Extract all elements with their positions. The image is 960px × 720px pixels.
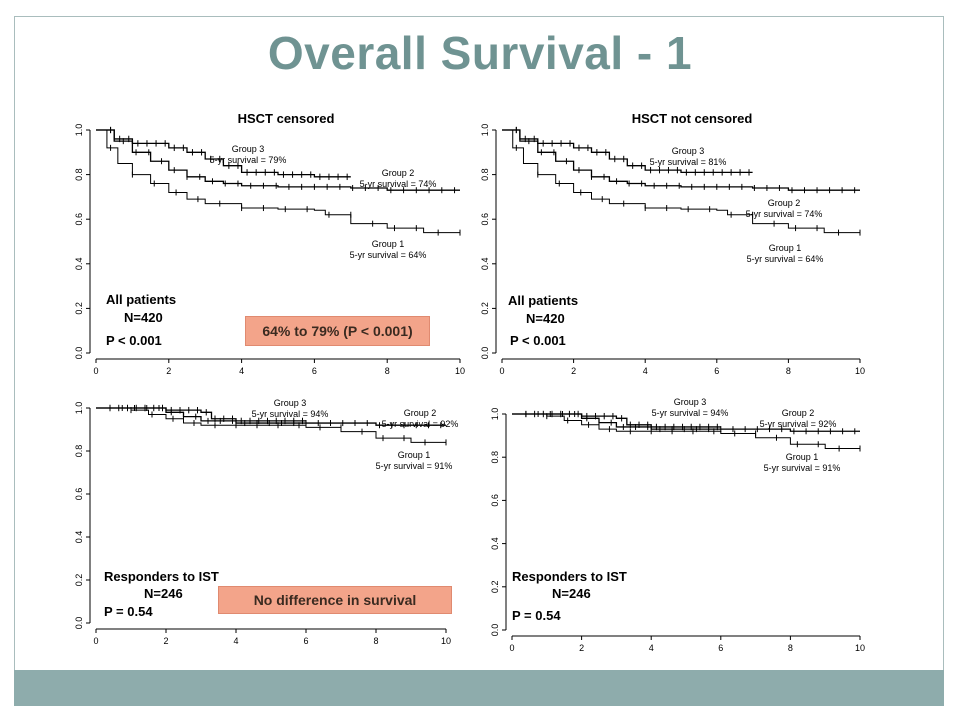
cohort-n-label: N=420 (526, 311, 565, 326)
x-tick-label: 2 (166, 366, 171, 376)
group-name-label: Group 2 (768, 198, 801, 208)
cohort-label: All patients (106, 292, 176, 307)
y-tick-label: 0.4 (74, 531, 84, 544)
x-tick-label: 6 (312, 366, 317, 376)
group-name-label: Group 3 (232, 144, 265, 154)
group-name-label: Group 3 (674, 397, 707, 407)
x-tick-label: 4 (649, 643, 654, 653)
y-tick-label: 0.8 (480, 168, 490, 181)
group-name-label: Group 1 (372, 239, 405, 249)
cohort-label: Responders to IST (104, 569, 219, 584)
slide-title: Overall Survival - 1 (267, 27, 693, 79)
x-tick-label: 0 (509, 643, 514, 653)
y-tick-label: 0.4 (480, 258, 490, 271)
group-name-label: Group 2 (782, 408, 815, 418)
x-tick-label: 2 (163, 636, 168, 646)
x-tick-label: 8 (373, 636, 378, 646)
y-tick-label: 0.2 (480, 302, 490, 315)
y-tick-label: 1.0 (74, 402, 84, 415)
x-tick-label: 6 (714, 366, 719, 376)
group-survival-label: 5-yr survival = 81% (650, 157, 727, 167)
x-tick-label: 0 (93, 636, 98, 646)
cohort-label: Responders to IST (512, 569, 627, 584)
group-survival-label: 5-yr survival = 91% (764, 463, 841, 473)
group-survival-label: 5-yr survival = 64% (350, 250, 427, 260)
callout-bottom: No difference in survival (218, 586, 452, 614)
cohort-n-label: N=246 (552, 586, 591, 601)
x-tick-label: 10 (855, 643, 865, 653)
y-tick-label: 0.8 (74, 168, 84, 181)
x-tick-label: 10 (441, 636, 451, 646)
group-name-label: Group 2 (382, 168, 415, 178)
y-tick-label: 0.0 (74, 617, 84, 630)
survival-curve-group-3 (96, 129, 351, 178)
survival-curve-group-1 (502, 129, 861, 235)
group-survival-label: 5-yr survival = 92% (760, 419, 837, 429)
x-tick-label: 8 (385, 366, 390, 376)
y-tick-label: 1.0 (490, 408, 500, 421)
survival-curve-group-1 (512, 413, 860, 450)
x-tick-label: 2 (571, 366, 576, 376)
x-tick-label: 6 (303, 636, 308, 646)
group-survival-label: 5-yr survival = 94% (652, 408, 729, 418)
group-name-label: Group 3 (274, 398, 307, 408)
group-survival-label: 5-yr survival = 64% (747, 254, 824, 264)
y-tick-label: 0.4 (490, 537, 500, 550)
group-survival-label: 5-yr survival = 94% (252, 409, 329, 419)
group-name-label: Group 1 (786, 452, 819, 462)
x-tick-label: 2 (579, 643, 584, 653)
survival-curve-group-1 (96, 129, 461, 235)
y-tick-label: 0.6 (74, 488, 84, 501)
survival-curve-group-2 (502, 129, 860, 191)
x-tick-label: 10 (455, 366, 465, 376)
x-tick-label: 6 (718, 643, 723, 653)
survival-curve-group-3 (502, 129, 753, 174)
p-value-label: P < 0.001 (106, 333, 162, 348)
group-survival-label: 5-yr survival = 92% (382, 419, 459, 429)
x-tick-label: 8 (788, 643, 793, 653)
survival-curve-group-2 (96, 129, 460, 191)
x-tick-label: 0 (93, 366, 98, 376)
group-survival-label: 5-yr survival = 91% (376, 461, 453, 471)
y-tick-label: 0.6 (74, 213, 84, 226)
survival-curve-group-1 (96, 407, 446, 443)
p-value-label: P = 0.54 (512, 608, 561, 623)
y-tick-label: 0.2 (74, 574, 84, 587)
y-tick-label: 0.8 (74, 445, 84, 458)
panel-title: HSCT censored (238, 111, 335, 126)
group-name-label: Group 3 (672, 146, 705, 156)
group-name-label: Group 1 (769, 243, 802, 253)
y-tick-label: 0.2 (490, 581, 500, 594)
panel-title: HSCT not censored (632, 111, 753, 126)
y-tick-label: 0.0 (480, 347, 490, 360)
x-tick-label: 10 (855, 366, 865, 376)
group-survival-label: 5-yr survival = 79% (210, 155, 287, 165)
y-tick-label: 0.0 (490, 624, 500, 637)
y-tick-label: 1.0 (480, 124, 490, 137)
x-tick-label: 4 (239, 366, 244, 376)
cohort-n-label: N=420 (124, 310, 163, 325)
group-survival-label: 5-yr survival = 74% (360, 179, 437, 189)
group-survival-label: 5-yr survival = 74% (746, 209, 823, 219)
p-value-label: P < 0.001 (510, 333, 566, 348)
y-tick-label: 0.0 (74, 347, 84, 360)
y-tick-label: 0.4 (74, 258, 84, 271)
y-tick-label: 0.6 (480, 213, 490, 226)
footer-bar (14, 670, 944, 706)
cohort-label: All patients (508, 293, 578, 308)
p-value-label: P = 0.54 (104, 604, 153, 619)
callout-top: 64% to 79% (P < 0.001) (245, 316, 430, 346)
x-tick-label: 4 (233, 636, 238, 646)
group-name-label: Group 2 (404, 408, 437, 418)
x-tick-label: 8 (786, 366, 791, 376)
group-name-label: Group 1 (398, 450, 431, 460)
y-tick-label: 0.8 (490, 451, 500, 464)
cohort-n-label: N=246 (144, 586, 183, 601)
y-tick-label: 1.0 (74, 124, 84, 137)
x-tick-label: 0 (499, 366, 504, 376)
y-tick-label: 0.2 (74, 302, 84, 315)
x-tick-label: 4 (643, 366, 648, 376)
y-tick-label: 0.6 (490, 494, 500, 507)
